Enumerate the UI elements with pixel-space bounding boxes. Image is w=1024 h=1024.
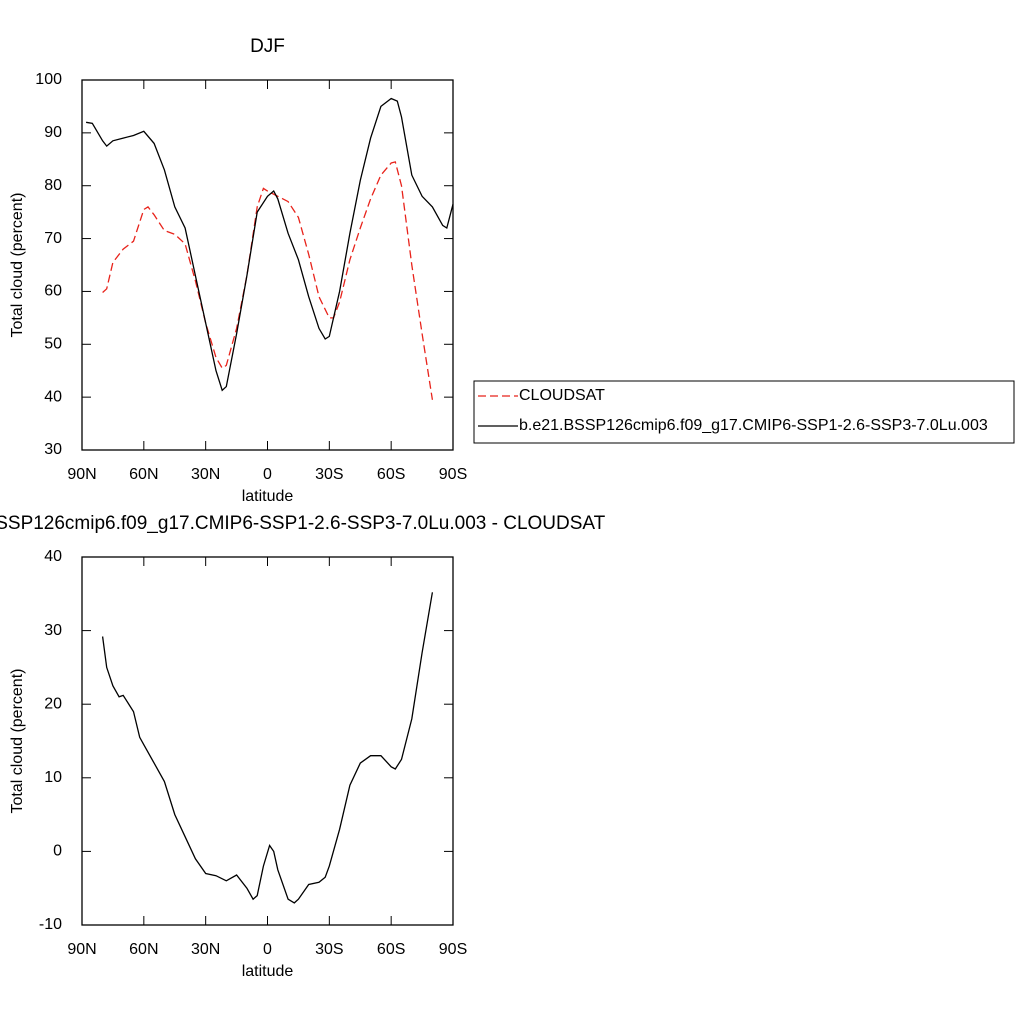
y-tick-label: 30 [44, 441, 62, 458]
legend-label: CLOUDSAT [519, 387, 605, 404]
x-tick-label: 30S [315, 941, 343, 958]
x-tick-label: 60N [129, 941, 158, 958]
x-tick-label: 90N [67, 466, 96, 483]
y-tick-label: 50 [44, 336, 62, 353]
y-tick-label: -10 [39, 916, 62, 933]
chart-title: DJF [250, 36, 285, 57]
data-line [85, 97, 454, 392]
y-tick-label: 10 [44, 769, 62, 786]
y-tick-label: 20 [44, 695, 62, 712]
x-tick-label: 0 [263, 466, 272, 483]
chart-title: b.e21.BSSP126cmip6.f09_g17.CMIP6-SSP1-2.… [0, 513, 606, 534]
x-tick-label: 60S [377, 466, 405, 483]
legend-label: b.e21.BSSP126cmip6.f09_g17.CMIP6-SSP1-2.… [519, 417, 988, 434]
x-tick-label: 60N [129, 466, 158, 483]
x-tick-label: 0 [263, 941, 272, 958]
y-tick-label: 40 [44, 548, 62, 565]
y-tick-label: 30 [44, 622, 62, 639]
y-axis-label: Total cloud (percent) [9, 669, 26, 814]
y-tick-label: 70 [44, 230, 62, 247]
x-tick-label: 60S [377, 941, 405, 958]
data-line [102, 161, 434, 400]
x-tick-label: 30N [191, 941, 220, 958]
y-tick-label: 0 [53, 843, 62, 860]
y-tick-label: 90 [44, 124, 62, 141]
y-tick-label: 60 [44, 283, 62, 300]
x-axis-label: latitude [242, 963, 294, 980]
x-tick-label: 90N [67, 941, 96, 958]
y-tick-label: 40 [44, 388, 62, 405]
x-tick-label: 90S [439, 941, 467, 958]
data-line [101, 592, 434, 904]
x-tick-label: 30N [191, 466, 220, 483]
y-tick-label: 80 [44, 177, 62, 194]
y-tick-label: 100 [35, 71, 62, 88]
plot-frame [81, 556, 454, 926]
x-tick-label: 30S [315, 466, 343, 483]
legend-box [473, 380, 1015, 444]
y-axis-label: Total cloud (percent) [9, 193, 26, 338]
x-tick-label: 90S [439, 466, 467, 483]
plot-frame [81, 79, 454, 451]
x-axis-label: latitude [242, 488, 294, 505]
